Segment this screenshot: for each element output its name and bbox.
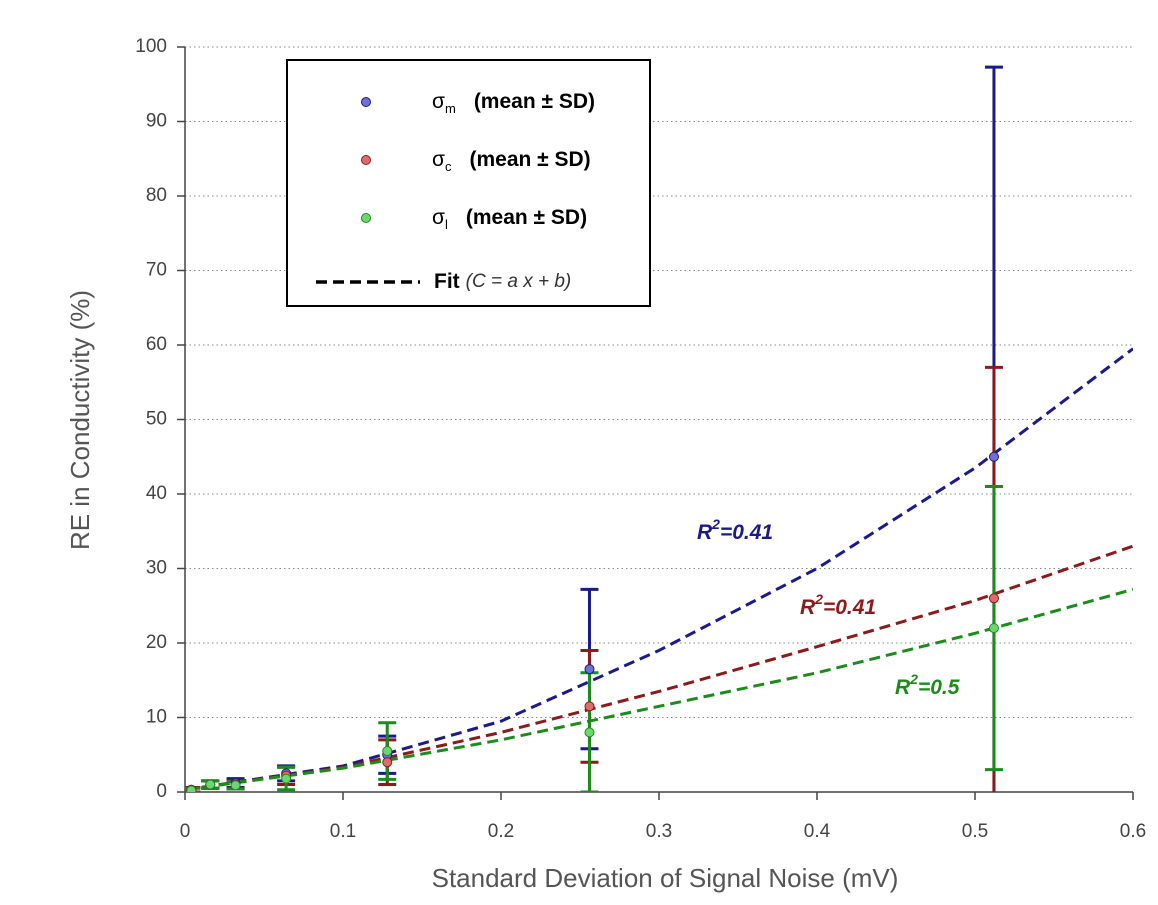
annotation-sup: 2	[814, 591, 823, 607]
annotation: R2=0.41	[800, 591, 876, 619]
mean-marker	[205, 779, 216, 790]
mean-marker	[584, 664, 595, 675]
mean-marker	[230, 780, 241, 791]
mean-marker	[186, 785, 197, 792]
plot-area	[185, 65, 1133, 792]
legend-symbol: σ	[432, 90, 445, 113]
fit-line	[185, 544, 1133, 792]
mean-marker	[988, 623, 999, 634]
x-tick-label: 0.2	[488, 821, 514, 842]
legend-fit: Fit (C = a x + b)	[434, 270, 571, 293]
y-tick-label: 10	[146, 707, 167, 728]
mean-marker	[584, 727, 595, 738]
legend-subscript: l	[445, 217, 448, 232]
legend-name: (mean ± SD)	[469, 148, 590, 171]
y-tick-label: 0	[156, 781, 167, 802]
legend-name: (mean ± SD)	[474, 90, 595, 113]
mean-marker	[584, 701, 595, 712]
legend-label: σm (mean ± SD)	[432, 90, 595, 117]
legend-marker	[361, 155, 371, 165]
mean-marker	[281, 773, 292, 784]
annotation-rest: =0.41	[823, 596, 876, 619]
legend-fit-label: Fit	[434, 270, 460, 293]
mean-marker	[382, 757, 393, 768]
y-tick-label: 40	[146, 483, 167, 504]
y-tick-label: 90	[146, 111, 167, 132]
x-tick-label: 0.1	[330, 821, 356, 842]
annotation: R2=0.5	[895, 671, 960, 699]
legend-symbol: σ	[432, 148, 445, 171]
annotation-rest: =0.5	[918, 676, 960, 699]
legend-marker	[361, 97, 371, 107]
mean-marker	[988, 593, 999, 604]
x-tick-label: 0.6	[1120, 821, 1146, 842]
legend-subscript: m	[445, 101, 456, 116]
y-tick-label: 30	[146, 558, 167, 579]
legend-marker	[361, 213, 371, 223]
legend-subscript: c	[445, 159, 452, 174]
y-tick-label: 50	[146, 409, 167, 430]
annotation-rest: =0.41	[720, 521, 773, 544]
x-tick-label: 0	[180, 821, 191, 842]
y-tick-label: 70	[146, 260, 167, 281]
annotation-sup: 2	[711, 516, 720, 532]
annotation-main: R	[697, 521, 713, 544]
mean-marker	[382, 746, 393, 757]
y-tick-label: 20	[146, 632, 167, 653]
fit-line	[185, 347, 1133, 792]
mean-marker	[988, 451, 999, 462]
annotation-sup: 2	[909, 671, 918, 687]
x-tick-label: 0.5	[962, 821, 988, 842]
y-tick-label: 100	[135, 36, 167, 57]
legend-name: (mean ± SD)	[466, 206, 587, 229]
y-tick-label: 80	[146, 185, 167, 206]
x-tick-label: 0.3	[646, 821, 672, 842]
legend-label: σl (mean ± SD)	[432, 206, 587, 233]
annotation-main: R	[895, 676, 911, 699]
annotation: R2=0.41	[697, 516, 773, 544]
legend-box	[286, 59, 651, 307]
legend-fit-formula: (C = a x + b)	[466, 271, 572, 292]
legend-label: σc (mean ± SD)	[432, 148, 591, 175]
legend-symbol: σ	[432, 206, 445, 229]
annotation-main: R	[800, 596, 816, 619]
x-tick-label: 0.4	[804, 821, 831, 842]
y-tick-label: 60	[146, 334, 167, 355]
y-axis-label: RE in Conductivity (%)	[65, 290, 95, 550]
x-axis-label: Standard Deviation of Signal Noise (mV)	[432, 863, 899, 893]
fit-line	[185, 587, 1133, 792]
